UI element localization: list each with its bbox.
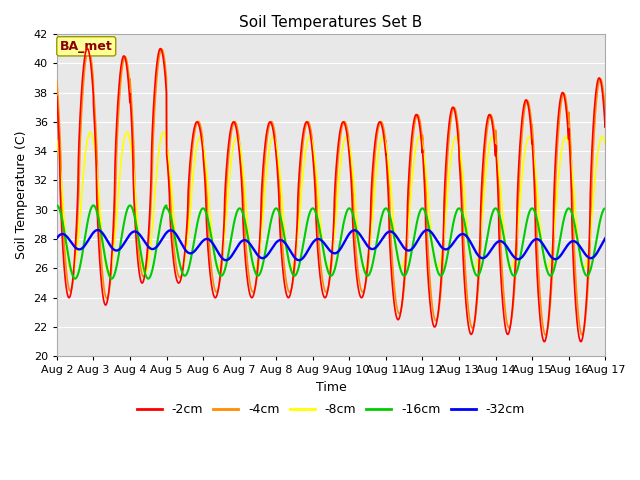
X-axis label: Time: Time [316,381,346,394]
Legend: -2cm, -4cm, -8cm, -16cm, -32cm: -2cm, -4cm, -8cm, -16cm, -32cm [132,398,530,421]
Y-axis label: Soil Temperature (C): Soil Temperature (C) [15,131,28,259]
Title: Soil Temperatures Set B: Soil Temperatures Set B [239,15,422,30]
Text: BA_met: BA_met [60,40,113,53]
